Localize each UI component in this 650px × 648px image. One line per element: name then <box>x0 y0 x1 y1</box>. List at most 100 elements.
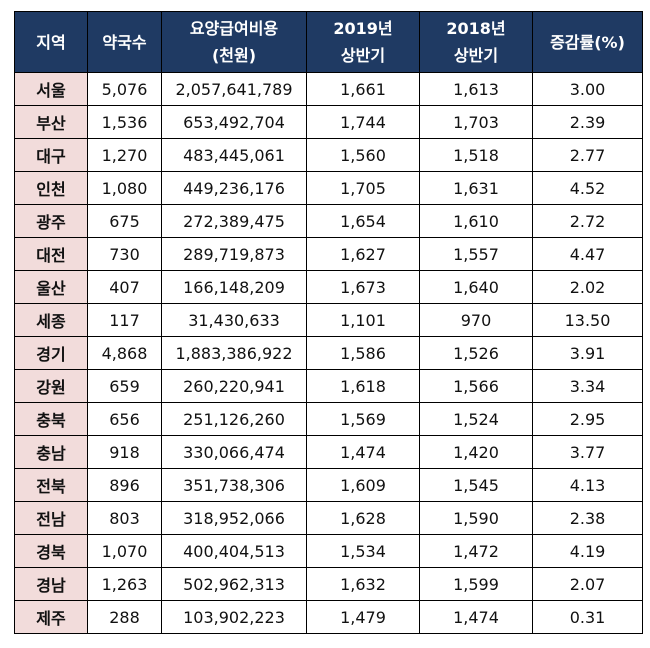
pharmacy-stats-table: 지역 약국수 요양급여비용 (천원) 2019년 상반기 2018년 상반기 증… <box>14 11 643 634</box>
cell-pharmacies: 803 <box>87 501 162 535</box>
table-row: 전북 896 351,738,306 1,609 1,545 4.13 <box>14 468 643 502</box>
cell-region: 세종 <box>14 303 88 337</box>
cell-growth: 4.19 <box>532 534 643 568</box>
header-region: 지역 <box>14 11 88 73</box>
cell-2018: 970 <box>419 303 533 337</box>
cell-growth: 4.47 <box>532 237 643 271</box>
header-2019-line1: 2019년 <box>333 19 393 38</box>
cell-pharmacies: 675 <box>87 204 162 238</box>
cell-cost: 351,738,306 <box>161 468 307 502</box>
cell-region: 충북 <box>14 402 88 436</box>
table-row: 전남 803 318,952,066 1,628 1,590 2.38 <box>14 501 643 535</box>
cell-2019: 1,479 <box>306 600 420 634</box>
cell-pharmacies: 288 <box>87 600 162 634</box>
cell-growth: 2.77 <box>532 138 643 172</box>
header-pharmacies: 약국수 <box>87 11 162 73</box>
cell-cost: 260,220,941 <box>161 369 307 403</box>
table-row: 울산 407 166,148,209 1,673 1,640 2.02 <box>14 270 643 304</box>
cell-2018: 1,599 <box>419 567 533 601</box>
cell-region: 경남 <box>14 567 88 601</box>
cell-region: 경북 <box>14 534 88 568</box>
cell-2018: 1,610 <box>419 204 533 238</box>
cell-2019: 1,661 <box>306 72 420 106</box>
table-row: 대구 1,270 483,445,061 1,560 1,518 2.77 <box>14 138 643 172</box>
cell-pharmacies: 1,070 <box>87 534 162 568</box>
cell-pharmacies: 896 <box>87 468 162 502</box>
cell-2019: 1,474 <box>306 435 420 469</box>
cell-2018: 1,590 <box>419 501 533 535</box>
table-row: 광주 675 272,389,475 1,654 1,610 2.72 <box>14 204 643 238</box>
cell-2018: 1,557 <box>419 237 533 271</box>
cell-growth: 13.50 <box>532 303 643 337</box>
cell-region: 전남 <box>14 501 88 535</box>
cell-2019: 1,673 <box>306 270 420 304</box>
cell-cost: 251,126,260 <box>161 402 307 436</box>
cell-2018: 1,474 <box>419 600 533 634</box>
cell-pharmacies: 5,076 <box>87 72 162 106</box>
cell-growth: 3.77 <box>532 435 643 469</box>
cell-cost: 166,148,209 <box>161 270 307 304</box>
cell-pharmacies: 1,536 <box>87 105 162 139</box>
cell-2018: 1,613 <box>419 72 533 106</box>
header-cost-line1: 요양급여비용 <box>189 19 279 38</box>
header-row: 지역 약국수 요양급여비용 (천원) 2019년 상반기 2018년 상반기 증… <box>14 11 643 73</box>
cell-cost: 449,236,176 <box>161 171 307 205</box>
cell-region: 울산 <box>14 270 88 304</box>
cell-pharmacies: 407 <box>87 270 162 304</box>
cell-cost: 272,389,475 <box>161 204 307 238</box>
cell-region: 전북 <box>14 468 88 502</box>
table-header: 지역 약국수 요양급여비용 (천원) 2019년 상반기 2018년 상반기 증… <box>14 11 643 73</box>
cell-cost: 289,719,873 <box>161 237 307 271</box>
header-2018-line1: 2018년 <box>446 19 506 38</box>
cell-2019: 1,101 <box>306 303 420 337</box>
cell-pharmacies: 918 <box>87 435 162 469</box>
cell-growth: 2.95 <box>532 402 643 436</box>
cell-2019: 1,744 <box>306 105 420 139</box>
table-row: 인천 1,080 449,236,176 1,705 1,631 4.52 <box>14 171 643 205</box>
cell-2019: 1,628 <box>306 501 420 535</box>
table-row: 충남 918 330,066,474 1,474 1,420 3.77 <box>14 435 643 469</box>
cell-2019: 1,586 <box>306 336 420 370</box>
cell-growth: 4.52 <box>532 171 643 205</box>
cell-pharmacies: 1,270 <box>87 138 162 172</box>
cell-growth: 2.07 <box>532 567 643 601</box>
cell-2019: 1,627 <box>306 237 420 271</box>
cell-region: 충남 <box>14 435 88 469</box>
header-2019-line2: 상반기 <box>340 46 386 65</box>
table-row: 부산 1,536 653,492,704 1,744 1,703 2.39 <box>14 105 643 139</box>
cell-region: 인천 <box>14 171 88 205</box>
cell-growth: 2.72 <box>532 204 643 238</box>
table-row: 강원 659 260,220,941 1,618 1,566 3.34 <box>14 369 643 403</box>
cell-cost: 2,057,641,789 <box>161 72 307 106</box>
table-row: 충북 656 251,126,260 1,569 1,524 2.95 <box>14 402 643 436</box>
cell-2018: 1,524 <box>419 402 533 436</box>
table-row: 경기 4,868 1,883,386,922 1,586 1,526 3.91 <box>14 336 643 370</box>
cell-region: 부산 <box>14 105 88 139</box>
cell-growth: 3.91 <box>532 336 643 370</box>
table-row: 세종 117 31,430,633 1,101 970 13.50 <box>14 303 643 337</box>
cell-growth: 2.02 <box>532 270 643 304</box>
cell-2018: 1,545 <box>419 468 533 502</box>
cell-cost: 483,445,061 <box>161 138 307 172</box>
cell-2019: 1,705 <box>306 171 420 205</box>
cell-growth: 2.39 <box>532 105 643 139</box>
table-row: 서울 5,076 2,057,641,789 1,661 1,613 3.00 <box>14 72 643 106</box>
table-row: 경남 1,263 502,962,313 1,632 1,599 2.07 <box>14 567 643 601</box>
cell-cost: 502,962,313 <box>161 567 307 601</box>
cell-region: 강원 <box>14 369 88 403</box>
table-row: 대전 730 289,719,873 1,627 1,557 4.47 <box>14 237 643 271</box>
cell-cost: 103,902,223 <box>161 600 307 634</box>
cell-cost: 330,066,474 <box>161 435 307 469</box>
cell-growth: 2.38 <box>532 501 643 535</box>
header-2018: 2018년 상반기 <box>419 11 533 73</box>
cell-2018: 1,518 <box>419 138 533 172</box>
cell-growth: 0.31 <box>532 600 643 634</box>
cell-region: 대구 <box>14 138 88 172</box>
cell-cost: 653,492,704 <box>161 105 307 139</box>
cell-growth: 4.13 <box>532 468 643 502</box>
cell-2018: 1,420 <box>419 435 533 469</box>
cell-region: 제주 <box>14 600 88 634</box>
cell-region: 대전 <box>14 237 88 271</box>
table-row: 제주 288 103,902,223 1,479 1,474 0.31 <box>14 600 643 634</box>
cell-2019: 1,560 <box>306 138 420 172</box>
